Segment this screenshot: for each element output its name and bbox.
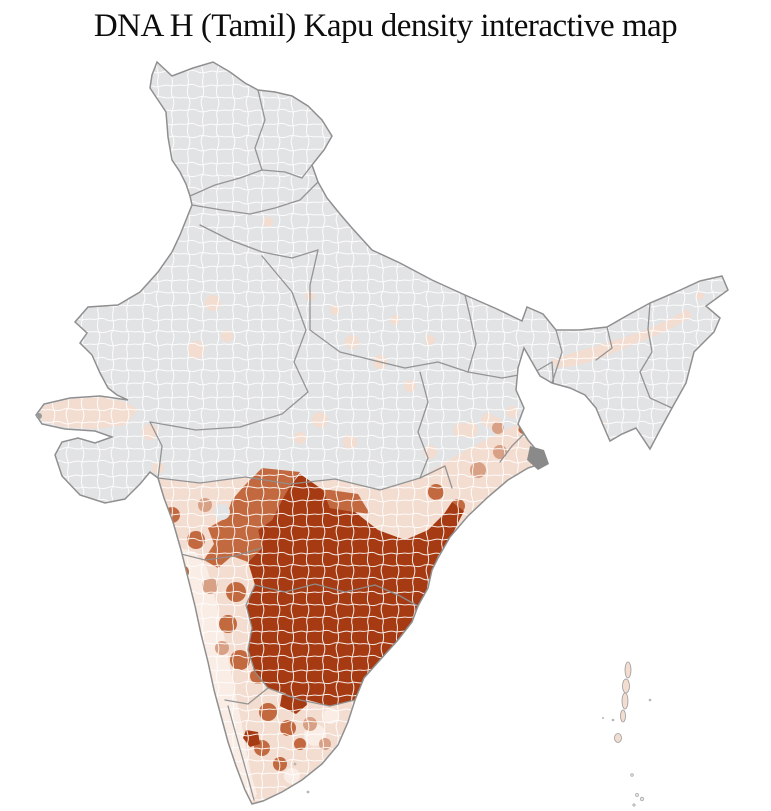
feature-kutch_west_tip[interactable]	[36, 413, 42, 419]
india-landmass[interactable]	[36, 62, 728, 804]
map-title: DNA H (Tamil) Kapu density interactive m…	[93, 8, 678, 44]
feature-nicobar_islands[interactable]	[630, 773, 645, 807]
region-mh_gray_pocket[interactable]	[214, 504, 230, 520]
feature-andaman_islands[interactable]	[602, 661, 652, 743]
feature-lakshadweep_islands[interactable]	[293, 762, 310, 794]
feature-sundarbans_delta[interactable]	[527, 446, 549, 470]
